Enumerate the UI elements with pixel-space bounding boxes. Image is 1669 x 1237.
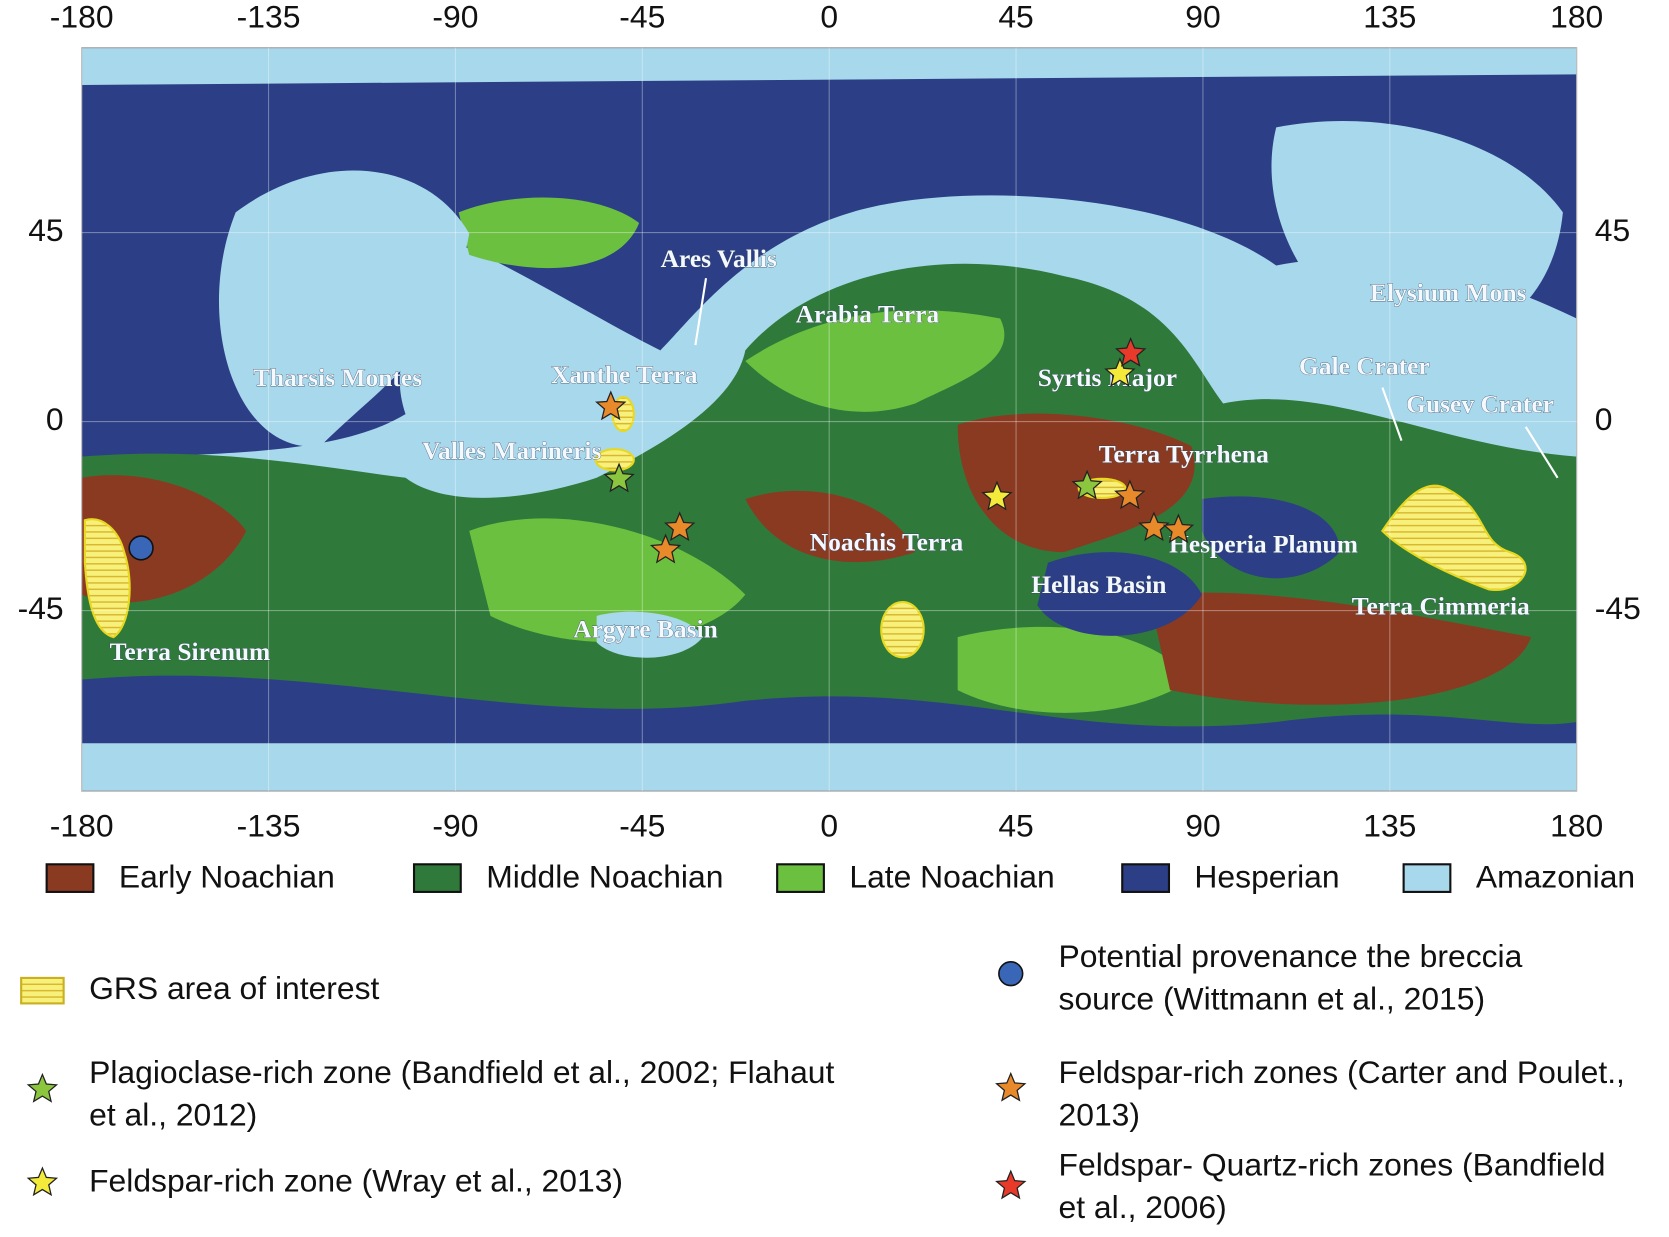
legend-label: source (Wittmann et al., 2015): [1059, 981, 1486, 1017]
x-tick-label: -180: [50, 0, 114, 35]
region-label: Syrtis Major: [1038, 363, 1177, 392]
legend-label: Middle Noachian: [486, 859, 723, 895]
region-label: Gusev Crater: [1406, 390, 1554, 419]
map-marker: [981, 480, 1013, 511]
legend-symbol: [26, 1166, 59, 1197]
geology-map: [81, 47, 1577, 792]
y-tick-label: 45: [1595, 212, 1630, 248]
x-tick-label: -135: [237, 0, 301, 35]
map-marker: [595, 390, 627, 421]
y-tick-label: 45: [28, 212, 63, 248]
map-marker: [663, 511, 696, 542]
legend-label: et al., 2012): [89, 1096, 257, 1132]
region-label: Elysium Mons: [1370, 278, 1526, 307]
x-tick-label: -90: [432, 0, 478, 35]
legend-symbol: [998, 960, 1024, 987]
region-label: Terra Sirenum: [110, 637, 271, 666]
x-tick-label: -45: [619, 808, 665, 844]
map-marker: [1104, 357, 1136, 387]
map-marker: [1114, 336, 1147, 367]
region-label: Argyre Basin: [573, 615, 718, 644]
region-label: Ares Vallis: [661, 244, 777, 273]
region-label: Tharsis Montes: [253, 363, 422, 392]
region-label: Hellas Basin: [1031, 570, 1166, 599]
legend-symbol: [995, 1169, 1027, 1200]
legend-label: Potential provenance the breccia: [1059, 938, 1523, 974]
legend-swatch: [20, 976, 65, 1005]
y-tick-label: -45: [1595, 590, 1641, 626]
legend-label: Amazonian: [1476, 859, 1635, 895]
x-tick-label: -180: [50, 808, 114, 844]
legend-swatch: [1402, 863, 1452, 893]
legend-swatch: [776, 863, 825, 893]
x-tick-label: 0: [820, 0, 838, 35]
legend-swatch: [1121, 863, 1171, 893]
legend-label: 2013): [1059, 1096, 1140, 1132]
legend-label: Plagioclase-rich zone (Bandfield et al.,…: [89, 1054, 834, 1090]
region-label: Arabia Terra: [796, 299, 940, 328]
x-tick-label: 90: [1185, 0, 1220, 35]
x-tick-label: 45: [998, 808, 1033, 844]
legend-swatch: [412, 863, 462, 893]
map-marker: [1114, 479, 1146, 510]
region-label: Terra Cimmeria: [1352, 591, 1530, 620]
x-tick-label: 135: [1363, 808, 1416, 844]
region-label: Xanthe Terra: [551, 360, 698, 389]
legend-label: GRS area of interest: [89, 970, 379, 1006]
leader-line: [1381, 387, 1403, 442]
map-marker: [1162, 513, 1195, 544]
legend-label: Hesperian: [1194, 859, 1339, 895]
x-tick-label: -135: [237, 808, 301, 844]
leader-line: [694, 278, 708, 346]
y-tick-label: 0: [1595, 401, 1613, 437]
region-label: Hesperia Planum: [1169, 530, 1358, 559]
region-label: Terra Tyrrhena: [1099, 439, 1269, 468]
y-tick-label: 0: [46, 401, 64, 437]
legend-swatch: [45, 863, 95, 893]
legend-label: Feldspar-rich zones (Carter and Poulet.,: [1059, 1054, 1625, 1090]
legend-label: Feldspar-rich zone (Wray et al., 2013): [89, 1162, 623, 1198]
x-tick-label: 180: [1550, 0, 1603, 35]
region-label: Noachis Terra: [810, 528, 964, 557]
legend-label: Feldspar- Quartz-rich zones (Bandfield: [1059, 1146, 1606, 1182]
x-tick-label: 90: [1185, 808, 1220, 844]
x-tick-label: -90: [432, 808, 478, 844]
region-label: Gale Crater: [1299, 351, 1430, 380]
x-tick-label: 45: [998, 0, 1033, 35]
map-marker: [649, 533, 682, 564]
legend-label: Late Noachian: [849, 859, 1054, 895]
leader-line: [1524, 426, 1559, 479]
legend-label: et al., 2006): [1059, 1189, 1227, 1225]
x-tick-label: 180: [1550, 808, 1603, 844]
legend-label: Early Noachian: [119, 859, 335, 895]
map-marker: [603, 462, 635, 493]
region-label: Valles Marineris: [422, 436, 602, 465]
x-tick-label: 0: [820, 808, 838, 844]
legend-symbol: [995, 1071, 1027, 1102]
map-marker: [128, 535, 154, 561]
map-marker: [1071, 469, 1103, 500]
y-tick-label: -45: [18, 590, 64, 626]
map-marker: [1138, 511, 1170, 542]
x-tick-label: -45: [619, 0, 665, 35]
x-tick-label: 135: [1363, 0, 1416, 35]
legend-symbol: [26, 1072, 59, 1103]
